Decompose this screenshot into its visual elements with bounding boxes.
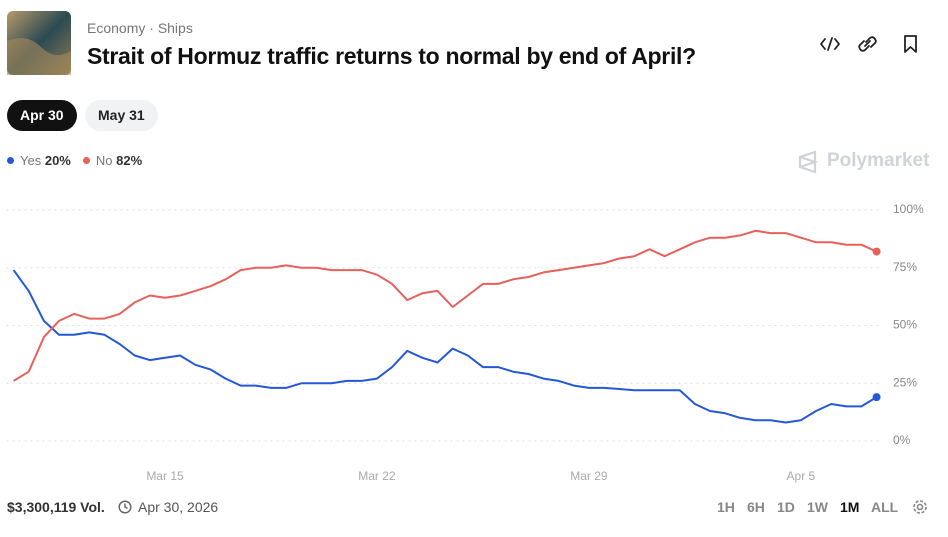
end-point xyxy=(872,393,881,402)
range-button[interactable]: ALL xyxy=(871,499,899,515)
legend-item: Yes 20% xyxy=(7,153,71,168)
volume: $3,300,119 Vol. xyxy=(7,499,105,515)
breadcrumb: Economy · Ships xyxy=(87,20,193,36)
legend-value: 20% xyxy=(44,153,71,168)
legend-value: 82% xyxy=(116,153,143,168)
crumb[interactable]: Ships xyxy=(157,20,193,36)
market-title: Strait of Hormuz traffic returns to norm… xyxy=(87,43,696,69)
x-tick-label: Apr 5 xyxy=(787,469,816,483)
link-icon[interactable] xyxy=(858,36,877,52)
y-tick-label: 100% xyxy=(893,202,924,216)
embed-icon[interactable] xyxy=(820,37,840,51)
thumbnail xyxy=(7,11,71,75)
brand-logo xyxy=(798,150,819,174)
legend-name: No xyxy=(95,153,113,168)
y-tick-label: 50% xyxy=(893,318,917,332)
range-button[interactable]: 1W xyxy=(807,499,828,515)
legend-dot xyxy=(7,157,14,164)
end-date: Apr 30, 2026 xyxy=(138,499,219,515)
range-button[interactable]: 1M xyxy=(840,499,860,515)
x-tick-label: Mar 29 xyxy=(570,469,608,483)
y-tick-label: 0% xyxy=(893,433,911,447)
clock-icon xyxy=(118,500,132,514)
crumb[interactable]: Economy xyxy=(87,20,146,36)
x-tick-label: Mar 15 xyxy=(146,469,184,483)
bookmark-icon[interactable] xyxy=(904,35,917,53)
settings-icon[interactable] xyxy=(912,499,928,515)
x-tick-label: Mar 22 xyxy=(358,469,396,483)
series-line xyxy=(13,229,878,382)
legend-dot xyxy=(82,157,90,164)
tab[interactable]: Apr 30 xyxy=(7,100,77,131)
end-point xyxy=(872,247,881,256)
series-line xyxy=(12,269,878,424)
range-button[interactable]: 1D xyxy=(777,499,795,515)
toolbar xyxy=(820,35,917,53)
y-tick-label: 75% xyxy=(893,260,917,274)
brand: Polymarket xyxy=(827,150,930,171)
legend-item: No 82% xyxy=(82,153,143,168)
legend-name: Yes xyxy=(20,153,42,168)
range-button[interactable]: 6H xyxy=(747,499,765,515)
tab[interactable]: May 31 xyxy=(85,100,158,131)
y-tick-label: 25% xyxy=(893,375,917,389)
range-button[interactable]: 1H xyxy=(717,499,735,515)
legend: Yes 20% No 82% xyxy=(7,153,142,168)
